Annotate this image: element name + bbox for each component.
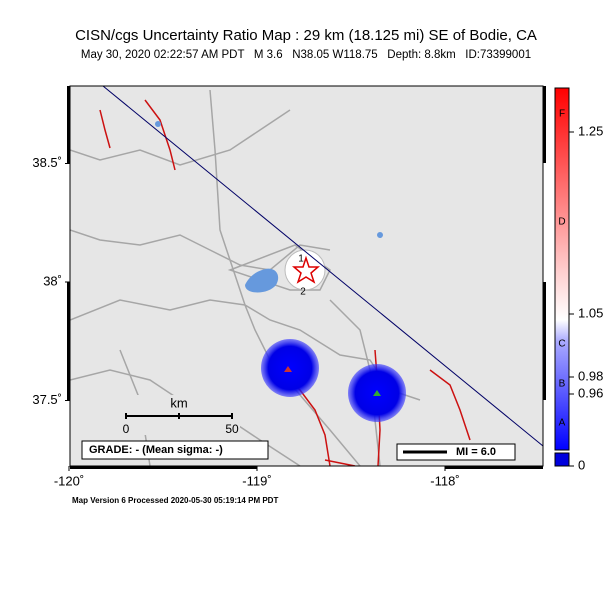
grade-letter: A [559, 418, 566, 429]
map-frame [69, 85, 544, 467]
map-area: 1 2 km 0 50 GRADE: - (Mean sigma: -) MI … [70, 86, 543, 466]
lat-tick-label: 37.5˚ [32, 392, 62, 407]
epicenter [291, 255, 321, 284]
colorbar-tick-label: 0.96 [578, 385, 603, 400]
mi-box [396, 443, 516, 461]
uncertainty-blob [261, 339, 319, 397]
lake [155, 121, 161, 127]
scale-label: 0 [123, 422, 130, 436]
station-label: 2 [300, 287, 306, 298]
scale-unit: km [170, 395, 187, 410]
grade-box [81, 440, 269, 460]
lon-tick-label: -118˚ [430, 473, 459, 488]
grade-letter: D [558, 217, 565, 228]
lake [377, 232, 383, 238]
station [373, 390, 381, 396]
lon-tick-label: -119˚ [242, 473, 271, 488]
state-border [102, 86, 543, 447]
scale-label: 50 [225, 422, 239, 436]
colorbar-tick-label: 1.05 [578, 305, 603, 320]
footer: Map Version 6 Processed 2020-05-30 05:19… [72, 496, 278, 505]
colorbar-tick-label: 1.25 [578, 123, 603, 138]
station [284, 366, 292, 372]
colorbar [554, 87, 570, 451]
grade-letter: B [559, 379, 566, 390]
grade-letter: F [559, 109, 565, 120]
station-label: 1 [298, 254, 304, 265]
frame-ticks [67, 86, 546, 469]
grade-letter: C [558, 339, 565, 350]
lat-tick-label: 38.5˚ [32, 155, 62, 170]
subtitle: May 30, 2020 02:22:57 AM PDT M 3.6 N38.0… [81, 49, 531, 61]
colorbar-zero [554, 452, 570, 467]
lon-tick-label: -120˚ [54, 473, 84, 488]
grade-text: GRADE: - (Mean sigma: -) [89, 444, 223, 456]
mi-text: MI = 6.0 [456, 446, 496, 458]
colorbar-tick-label: 0 [578, 457, 585, 472]
lat-tick-label: 38˚ [43, 273, 62, 288]
station-area [284, 249, 326, 291]
colorbar-tick-label: 0.98 [578, 368, 603, 383]
title: CISN/cgs Uncertainty Ratio Map : 29 km (… [75, 27, 537, 44]
scale-bar [125, 413, 233, 419]
lake [245, 268, 279, 293]
